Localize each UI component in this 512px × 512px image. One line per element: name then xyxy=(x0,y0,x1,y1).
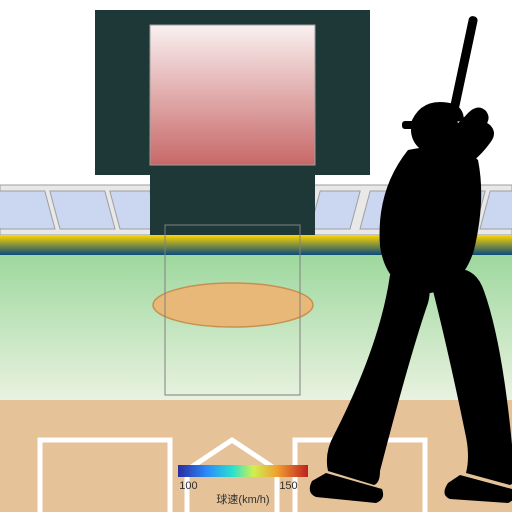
stand-panel xyxy=(50,191,115,229)
colorbar-tick-label: 100 xyxy=(179,480,197,492)
scoreboard-screen xyxy=(150,25,315,165)
colorbar-tick-label: 150 xyxy=(279,480,297,492)
speed-colorbar xyxy=(178,465,308,477)
colorbar-caption: 球速(km/h) xyxy=(216,492,269,506)
pitchers-mound xyxy=(153,283,313,327)
scoreboard-post xyxy=(150,175,315,235)
stand-panel xyxy=(0,191,55,229)
